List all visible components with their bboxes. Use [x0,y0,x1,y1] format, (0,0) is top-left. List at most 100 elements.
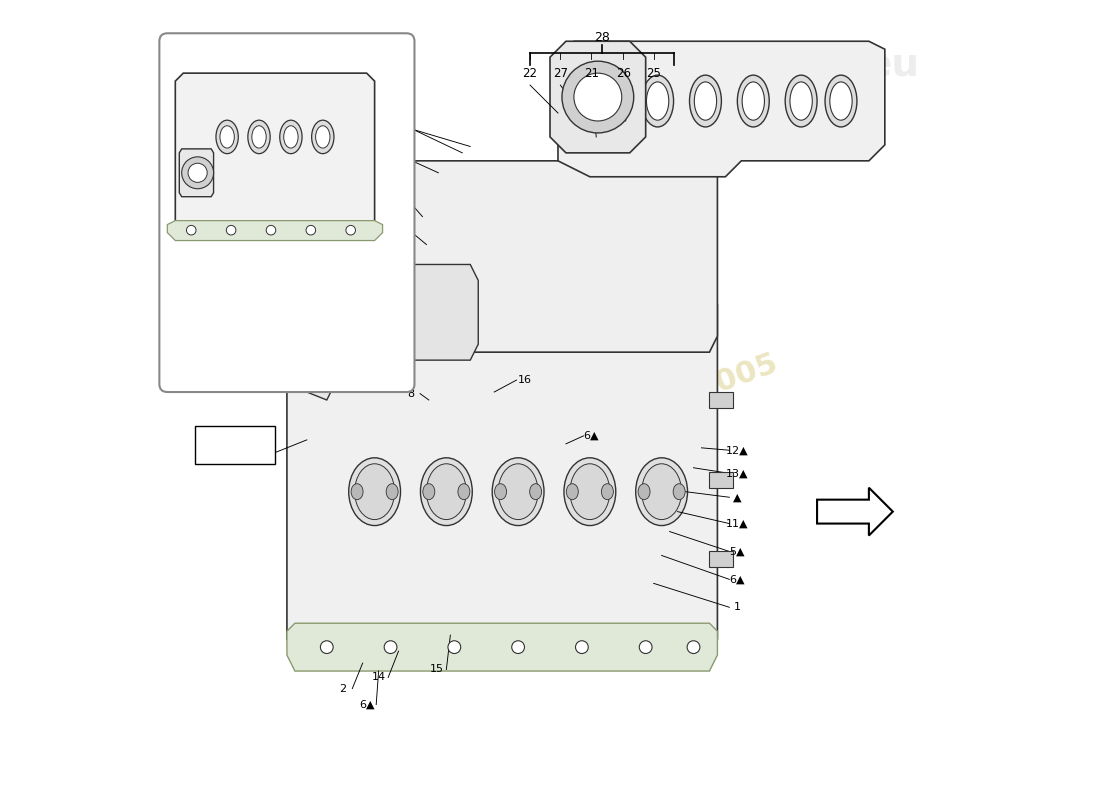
Polygon shape [167,221,383,241]
Ellipse shape [284,126,298,148]
Ellipse shape [673,484,685,500]
Ellipse shape [825,75,857,127]
Polygon shape [710,392,734,408]
Circle shape [187,226,196,235]
Ellipse shape [790,82,812,120]
Circle shape [182,157,213,189]
Ellipse shape [279,120,302,154]
Text: 25: 25 [310,359,323,369]
Ellipse shape [641,75,673,127]
Ellipse shape [785,75,817,127]
FancyBboxPatch shape [195,426,275,464]
Text: 1: 1 [734,602,740,612]
Text: 23: 23 [243,359,256,369]
Ellipse shape [427,464,466,519]
Text: 28: 28 [594,30,609,44]
Text: 2: 2 [339,683,346,694]
Polygon shape [817,488,893,535]
Text: 12▲: 12▲ [726,446,749,455]
Text: 18: 18 [396,227,409,238]
Ellipse shape [694,82,716,120]
Text: 21: 21 [219,359,232,369]
Ellipse shape [422,484,435,500]
Polygon shape [175,73,375,233]
Text: Old solution: Old solution [243,381,315,394]
Ellipse shape [316,126,330,148]
Text: 5▲: 5▲ [729,546,745,557]
Ellipse shape [737,75,769,127]
Text: ▲9: ▲9 [390,263,406,274]
Ellipse shape [311,120,334,154]
Circle shape [266,226,276,235]
Polygon shape [710,551,734,567]
Text: ▲7: ▲7 [323,351,339,361]
Ellipse shape [420,458,472,526]
Polygon shape [398,265,478,360]
Text: ▲ = 1: ▲ = 1 [221,440,253,450]
Ellipse shape [492,458,544,526]
Circle shape [227,226,235,235]
Polygon shape [558,42,884,177]
Ellipse shape [354,464,395,519]
Text: 6▲: 6▲ [584,431,600,441]
Circle shape [320,641,333,654]
Ellipse shape [216,120,239,154]
Text: 22: 22 [210,374,223,383]
Text: eu: eu [866,46,920,84]
Ellipse shape [641,464,682,519]
Text: 16: 16 [517,375,531,385]
Ellipse shape [495,484,507,500]
Circle shape [188,163,207,182]
Ellipse shape [220,126,234,148]
Text: Soluzione superata: Soluzione superata [216,366,342,378]
Text: 11▲: 11▲ [726,518,749,529]
Ellipse shape [570,464,609,519]
Circle shape [562,61,634,133]
Circle shape [688,641,700,654]
Circle shape [345,226,355,235]
Ellipse shape [564,458,616,526]
Text: 3: 3 [382,349,388,358]
Polygon shape [710,472,734,488]
Text: 13▲: 13▲ [726,468,749,478]
Ellipse shape [349,458,400,526]
Circle shape [575,641,589,654]
Text: ▲10: ▲10 [387,291,410,302]
Ellipse shape [638,484,650,500]
Text: 6▲: 6▲ [359,699,374,710]
Text: 4: 4 [362,349,369,358]
Polygon shape [550,42,646,153]
Circle shape [448,641,461,654]
Text: 17: 17 [396,200,409,210]
Text: 20: 20 [396,124,409,134]
Text: 14: 14 [372,673,386,682]
Ellipse shape [602,484,614,500]
Text: a product of parts 3d1005: a product of parts 3d1005 [350,350,782,530]
FancyBboxPatch shape [160,34,415,392]
Text: 27: 27 [553,66,568,80]
Ellipse shape [829,82,852,120]
Circle shape [306,226,316,235]
Text: 15: 15 [430,665,443,674]
Ellipse shape [386,484,398,500]
Circle shape [384,641,397,654]
Text: 21: 21 [584,66,600,80]
Ellipse shape [248,120,271,154]
Ellipse shape [636,458,688,526]
Ellipse shape [647,82,669,120]
Ellipse shape [530,484,541,500]
Polygon shape [287,304,334,400]
Polygon shape [179,149,213,197]
Text: 24: 24 [266,359,279,369]
Polygon shape [287,623,717,671]
Text: 19: 19 [396,156,409,166]
Text: 26: 26 [288,359,301,369]
Text: 8: 8 [407,389,414,398]
Circle shape [639,641,652,654]
Ellipse shape [742,82,764,120]
Circle shape [512,641,525,654]
Text: ▲: ▲ [733,492,741,502]
Text: ▲6: ▲6 [254,450,270,459]
Ellipse shape [252,126,266,148]
Text: 22: 22 [522,66,538,80]
